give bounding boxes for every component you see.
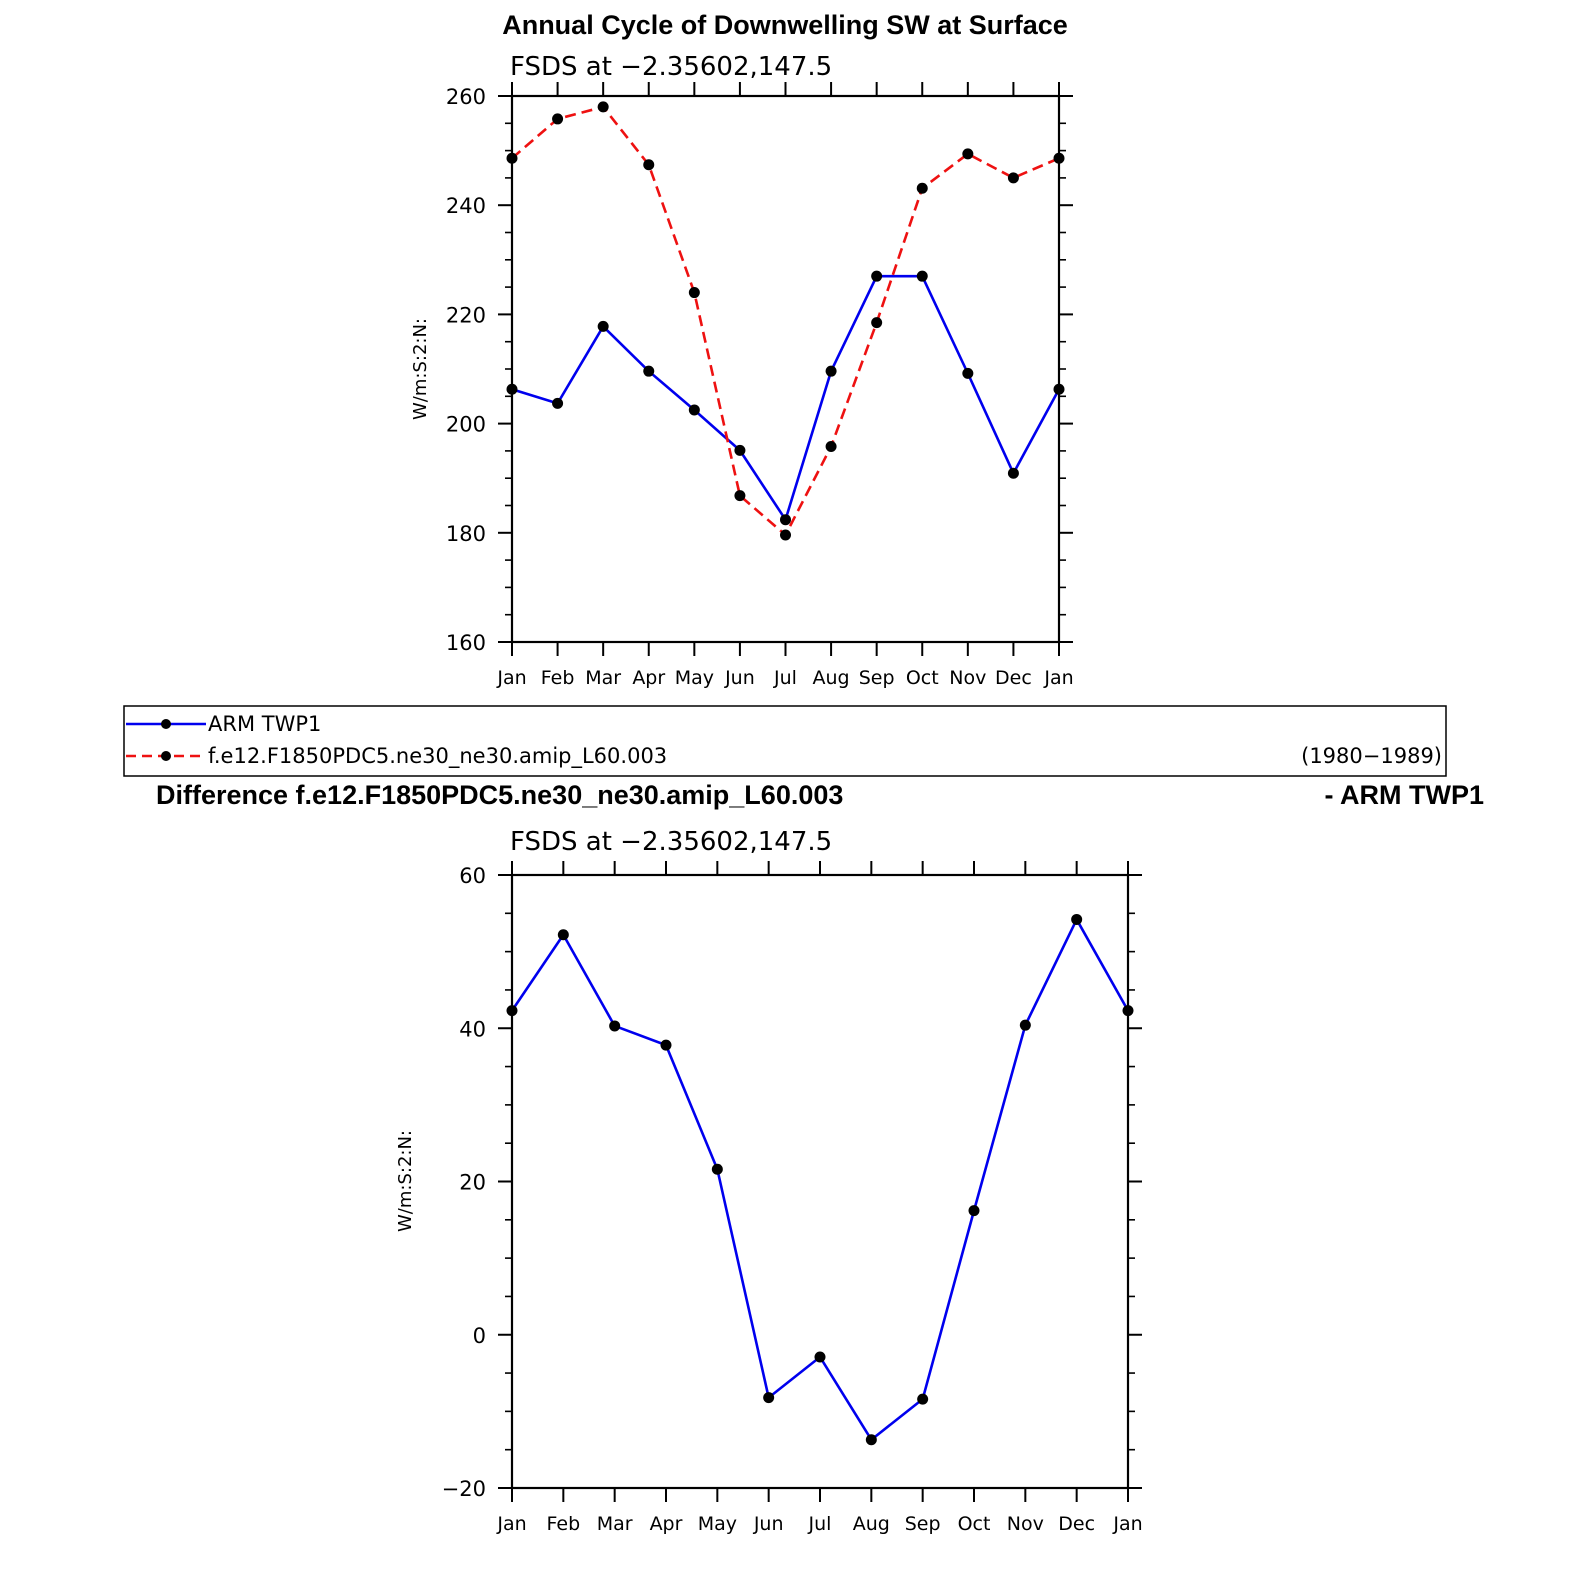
x-tick-label: Oct xyxy=(906,667,939,689)
bottom-chart-title-right: - ARM TWP1 xyxy=(1325,780,1484,810)
y-axis-label: W/m:S:2:N: xyxy=(410,318,431,420)
y-tick-label: 0 xyxy=(473,1324,486,1348)
legend-label-model: f.e12.F1850PDC5.ne30_ne30.amip_L60.003 xyxy=(208,744,667,769)
x-tick-label: Apr xyxy=(632,667,665,689)
y-tick-label: 180 xyxy=(446,522,486,546)
x-tick-label: Jun xyxy=(724,667,755,689)
x-tick-label: Sep xyxy=(859,667,895,689)
data-point xyxy=(711,1163,723,1175)
data-point xyxy=(1007,172,1019,184)
data-point xyxy=(734,490,746,502)
x-tick-label: Nov xyxy=(1007,1513,1044,1535)
data-point xyxy=(916,182,928,194)
data-point xyxy=(597,320,609,332)
data-point xyxy=(688,287,700,299)
x-tick-label: Aug xyxy=(853,1513,890,1535)
x-tick-label: Dec xyxy=(1058,1513,1095,1535)
x-tick-label: Mar xyxy=(597,1513,633,1535)
data-point xyxy=(871,317,883,329)
legend-period: (1980−1989) xyxy=(1301,744,1442,768)
data-point xyxy=(962,148,974,160)
data-point xyxy=(609,1020,621,1032)
data-point xyxy=(916,270,928,282)
data-point xyxy=(871,270,883,282)
data-point xyxy=(825,365,837,377)
x-tick-label: Oct xyxy=(958,1513,991,1535)
x-tick-label: Jan xyxy=(496,667,526,689)
data-point xyxy=(780,529,791,541)
data-point xyxy=(688,404,700,416)
x-tick-label: Dec xyxy=(995,667,1032,689)
y-tick-label: 60 xyxy=(459,864,486,888)
data-point xyxy=(1071,913,1083,925)
series-line-1 xyxy=(511,274,1061,521)
data-point xyxy=(1053,383,1065,395)
bottom-chart-title: Difference f.e12.F1850PDC5.ne30_ne30.ami… xyxy=(156,780,843,810)
x-tick-label: Jul xyxy=(808,1513,832,1535)
data-point xyxy=(865,1434,877,1446)
data-point xyxy=(660,1039,672,1051)
data-point xyxy=(825,441,837,453)
y-tick-label: 160 xyxy=(446,631,486,655)
y-tick-label: 220 xyxy=(446,303,486,327)
legend-label-arm: ARM TWP1 xyxy=(208,712,321,736)
bottom-chart-subtitle: FSDS at −2.35602,147.5 xyxy=(510,827,832,857)
data-point xyxy=(597,101,609,113)
data-point xyxy=(1122,1005,1134,1017)
y-axis-label: W/m:S:2:N: xyxy=(395,1130,416,1232)
x-tick-label: Aug xyxy=(813,667,850,689)
data-point xyxy=(763,1392,775,1404)
data-point xyxy=(506,1005,518,1017)
data-point xyxy=(780,514,791,526)
x-tick-label: Feb xyxy=(541,667,575,689)
legend-frame xyxy=(123,705,1447,777)
y-tick-label: 260 xyxy=(446,85,486,109)
x-tick-label: May xyxy=(675,667,714,689)
data-point xyxy=(643,159,655,171)
x-tick-label: Feb xyxy=(547,1513,581,1535)
x-tick-label: Sep xyxy=(905,1513,941,1535)
x-tick-label: Jan xyxy=(1043,667,1073,689)
top-chart-title: Annual Cycle of Downwelling SW at Surfac… xyxy=(502,10,1068,40)
data-point xyxy=(557,929,569,941)
plot-frame xyxy=(510,94,1061,644)
data-point xyxy=(917,1393,929,1405)
legend: ARM TWP1 f.e12.F1850PDC5.ne30_ne30.amip_… xyxy=(123,705,1447,777)
x-tick-label: Mar xyxy=(585,667,621,689)
x-tick-label: May xyxy=(698,1513,737,1535)
legend-marker-arm xyxy=(161,719,171,729)
x-tick-label: Nov xyxy=(949,667,986,689)
data-point xyxy=(1007,467,1019,479)
data-point xyxy=(962,367,974,379)
top-chart: 160 180 200 220 240 260 Jan Feb Mar Apr May Jun Jul A… xyxy=(410,82,1074,689)
x-tick-label: Jul xyxy=(773,667,797,689)
top-chart-subtitle: FSDS at −2.35602,147.5 xyxy=(510,52,832,82)
x-tick-label: Jun xyxy=(753,1513,784,1535)
data-point xyxy=(506,383,518,395)
legend-marker-model xyxy=(161,751,171,761)
data-point xyxy=(506,152,518,164)
x-tick-label: Jan xyxy=(496,1513,526,1535)
series-line-2 xyxy=(511,105,1060,537)
y-tick-label: 200 xyxy=(446,413,486,437)
data-point xyxy=(814,1351,826,1363)
x-tick-label: Jan xyxy=(1112,1513,1142,1535)
data-point xyxy=(643,365,655,377)
data-point xyxy=(552,113,564,125)
data-point xyxy=(552,397,564,409)
data-point xyxy=(968,1205,980,1217)
plot-frame xyxy=(510,873,1130,1490)
y-tick-label: 20 xyxy=(459,1171,486,1195)
data-point xyxy=(734,444,746,456)
bottom-chart: −20 0 20 40 60 Jan Feb Mar Apr May Jun Jul Aug Sep Oct… xyxy=(395,861,1143,1535)
data-point xyxy=(1019,1019,1031,1031)
y-tick-label: −20 xyxy=(442,1477,486,1501)
y-tick-label: 40 xyxy=(459,1017,486,1041)
y-tick-label: 240 xyxy=(446,194,486,218)
x-tick-label: Apr xyxy=(650,1513,683,1535)
data-point xyxy=(1053,152,1065,164)
